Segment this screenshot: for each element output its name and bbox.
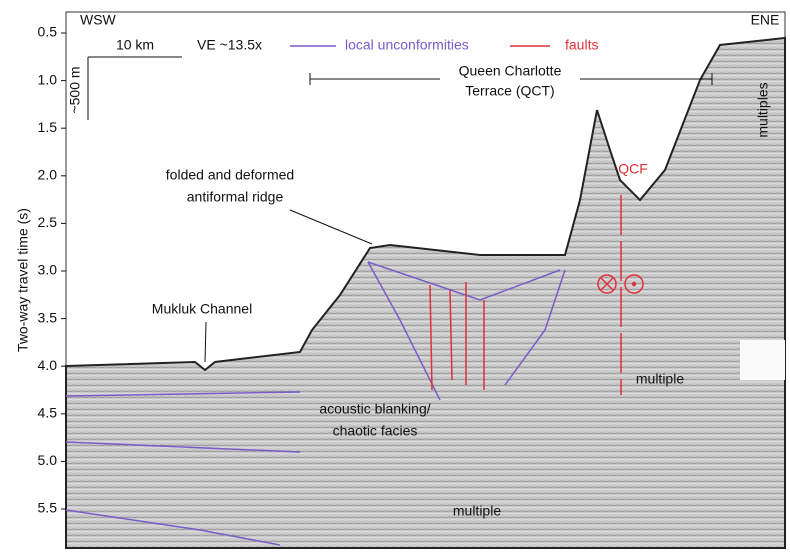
y-tick-label: 4.5 — [38, 405, 58, 421]
annotation: QCF — [618, 161, 648, 177]
annotation: chaotic facies — [333, 423, 418, 439]
y-tick-label: 0.5 — [38, 24, 58, 40]
y-axis-label: Two-way travel time (s) — [15, 208, 31, 352]
annotation: folded and deformed — [166, 167, 294, 183]
ve-label: VE ~13.5x — [197, 37, 262, 53]
y-tick-label: 4.0 — [38, 357, 58, 373]
direction-right: ENE — [751, 12, 780, 28]
direction-left: WSW — [80, 12, 117, 28]
annotation: Mukluk Channel — [152, 301, 252, 317]
qct-bracket — [309, 73, 713, 85]
annotation: antiformal ridge — [187, 189, 284, 205]
annotation: multiple — [636, 371, 684, 387]
scale-label: 10 km — [116, 37, 154, 53]
annotation: acoustic blanking/ — [319, 401, 430, 417]
arrow — [289, 209, 373, 245]
annotation: multiples — [755, 82, 771, 137]
scale-label: ~500 m — [67, 66, 83, 113]
arrow — [204, 321, 207, 363]
annotation: Queen Charlotte — [459, 63, 562, 79]
blank-patch — [740, 340, 785, 380]
seismic-body — [65, 36, 786, 549]
y-tick-label: 3.5 — [38, 309, 58, 325]
annotation: multiple — [453, 503, 501, 519]
legend-label: local unconformities — [345, 37, 469, 53]
y-tick-label: 2.0 — [38, 167, 58, 183]
unconformities — [65, 261, 566, 546]
y-tick-label: 2.5 — [38, 214, 58, 230]
y-axis: 0.5 1.0 1.5 2.0 2.5 3.0 3.5 4.0 4.5 5.0 5.5 — [38, 24, 66, 516]
annotation: Terrace (QCT) — [465, 83, 554, 99]
faults — [429, 195, 622, 395]
fault-motion-symbols — [597, 274, 644, 294]
y-tick-label: 3.0 — [38, 262, 58, 278]
y-tick-label: 5.5 — [38, 500, 58, 516]
y-tick-label: 5.0 — [38, 452, 58, 468]
legend-label: faults — [565, 37, 598, 53]
y-tick-label: 1.0 — [38, 71, 58, 87]
y-tick-label: 1.5 — [38, 119, 58, 135]
